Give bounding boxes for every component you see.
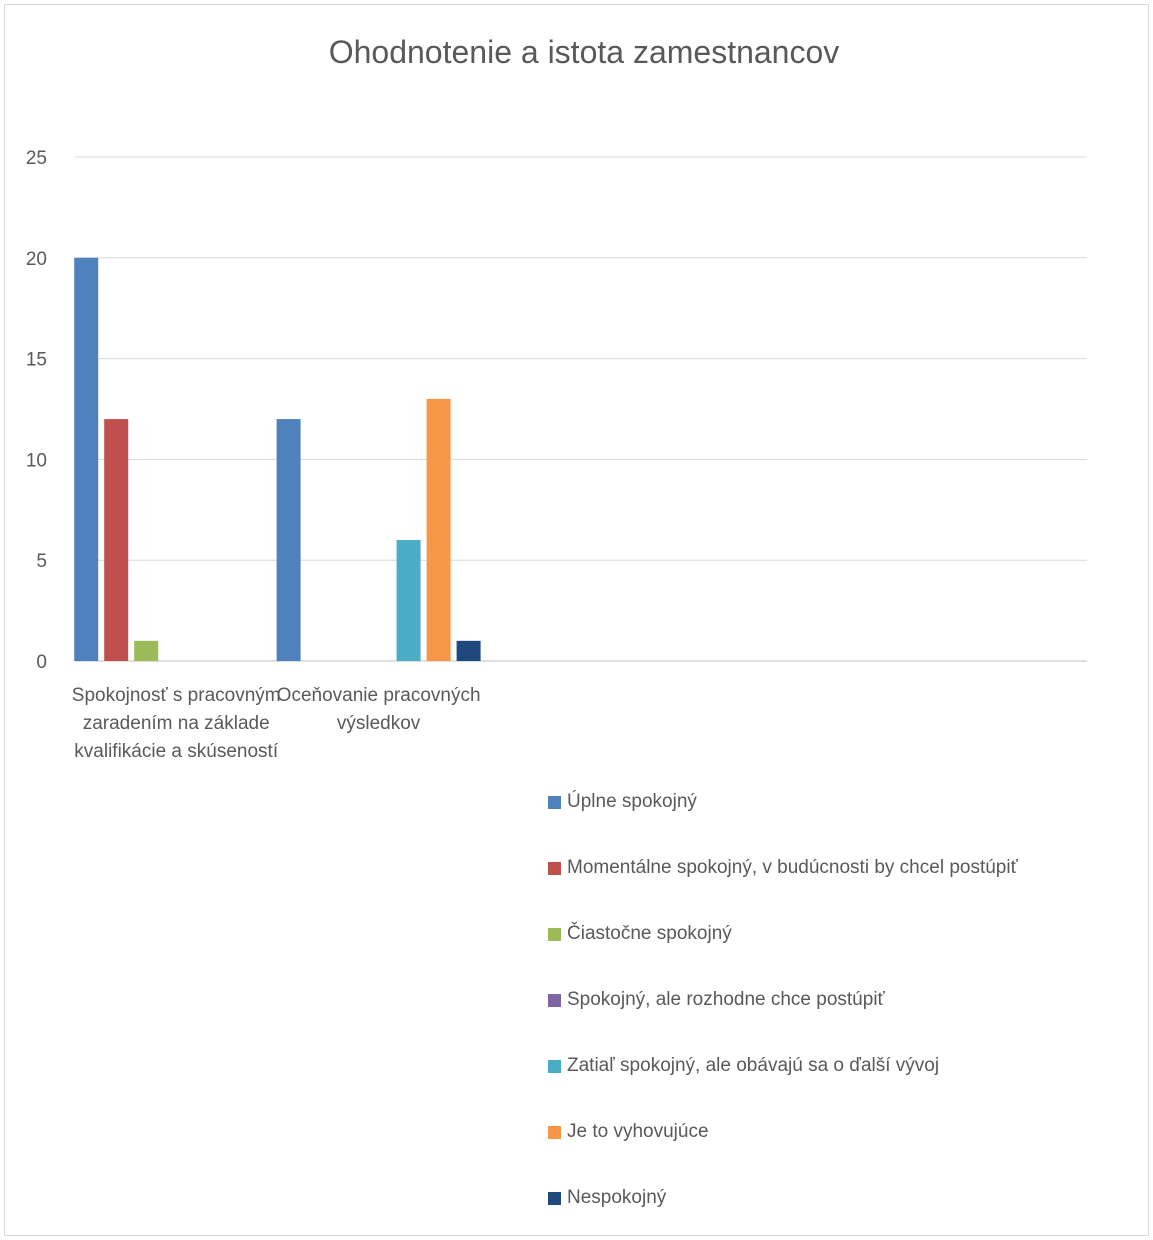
bar xyxy=(74,257,99,661)
legend-item: Zatiaľ spokojný, ale obávajú sa o ďalší … xyxy=(548,1054,939,1078)
legend-swatch xyxy=(548,1125,561,1139)
legend-swatch xyxy=(548,1191,561,1205)
legend-label: Zatiaľ spokojný, ale obávajú sa o ďalší … xyxy=(567,1055,940,1076)
legend-item: Čiastočne spokojný xyxy=(548,922,732,946)
y-tick-label: 0 xyxy=(36,652,47,673)
legend-label: Nespokojný xyxy=(567,1187,667,1208)
y-tick-label: 20 xyxy=(26,249,47,270)
chart-title: Ohodnotenie a istota zamestnancov xyxy=(329,34,840,70)
bar xyxy=(134,640,159,661)
y-axis-ticks: 0 5 10 15 20 25 xyxy=(26,148,47,673)
y-tick-label: 10 xyxy=(26,450,47,471)
chart-frame xyxy=(4,4,1149,1236)
x-axis-categories: Spokojnosť s pracovným zaradením na zákla… xyxy=(72,685,481,762)
legend-swatch xyxy=(548,795,561,809)
bar xyxy=(456,640,481,661)
y-tick-label: 25 xyxy=(26,148,47,169)
gridlines xyxy=(75,156,1087,662)
legend-label: Úplne spokojný xyxy=(567,791,697,812)
legend-swatch xyxy=(548,1059,561,1073)
y-tick-label: 15 xyxy=(26,350,47,371)
legend-item: Je to vyhovujúce xyxy=(548,1120,709,1144)
legend-item: Úplne spokojný xyxy=(548,790,697,814)
legend-item: Nespokojný xyxy=(548,1186,666,1210)
legend-item: Momentálne spokojný, v budúcnosti by chc… xyxy=(548,856,1018,880)
x-category-label: Spokojnosť s pracovným zaradením na zákla… xyxy=(72,685,281,762)
legend-label: Čiastočne spokojný xyxy=(567,923,732,944)
legend-swatch xyxy=(548,927,561,941)
bars xyxy=(74,257,481,661)
legend-label: Momentálne spokojný, v budúcnosti by chc… xyxy=(567,857,1018,878)
y-tick-label: 5 xyxy=(36,551,47,572)
legend-swatch xyxy=(548,861,561,875)
bar xyxy=(426,398,451,661)
x-category-label: Oceňovanie pracovných výsledkov xyxy=(277,685,481,734)
bar xyxy=(276,419,301,661)
bar xyxy=(104,419,129,661)
legend-item: Spokojný, ale rozhodne chce postúpiť xyxy=(548,988,885,1012)
legend-label: Je to vyhovujúce xyxy=(567,1121,709,1142)
legend-label: Spokojný, ale rozhodne chce postúpiť xyxy=(567,989,885,1010)
bar xyxy=(396,540,421,661)
legend-swatch xyxy=(548,993,561,1007)
